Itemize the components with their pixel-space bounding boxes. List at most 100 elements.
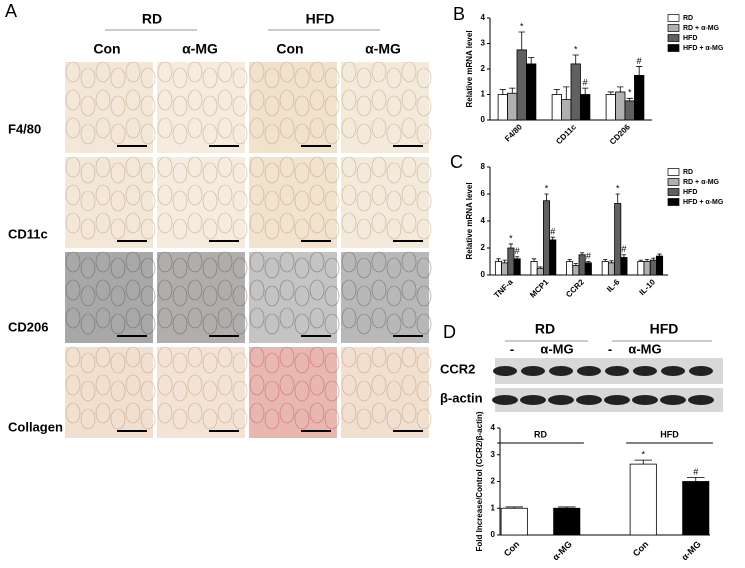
cell-outline xyxy=(172,95,188,117)
cell-outline xyxy=(95,307,111,329)
cell-outline xyxy=(371,117,387,139)
cell-outline xyxy=(65,184,81,206)
group-label: RD xyxy=(535,321,555,337)
group-label: RD xyxy=(142,11,162,27)
cell-outline xyxy=(140,380,156,402)
cell-outline xyxy=(217,307,233,329)
cell-outline xyxy=(172,380,188,402)
y-tick-label: 1 xyxy=(481,90,486,99)
cell-outline xyxy=(356,95,372,117)
band xyxy=(661,366,685,376)
cell-outline xyxy=(125,251,141,273)
legend-swatch xyxy=(667,198,680,206)
y-tick-label: 3 xyxy=(481,39,486,48)
cell-outline xyxy=(416,352,432,374)
y-tick-label: 4 xyxy=(481,13,486,22)
cell-outline xyxy=(371,402,387,424)
band xyxy=(689,366,713,376)
cell-outline xyxy=(157,279,173,301)
cell-outline xyxy=(65,307,81,329)
band-label: CCR2 xyxy=(440,361,475,376)
cell-outline xyxy=(264,67,280,89)
cell-outline xyxy=(125,61,141,83)
cell-outline xyxy=(356,67,372,89)
panel-label: D xyxy=(443,322,456,342)
cell-outline xyxy=(172,257,188,279)
error-bar xyxy=(508,243,513,248)
bar xyxy=(497,94,508,121)
cell-outline xyxy=(386,257,402,279)
cell-outline xyxy=(110,285,126,307)
band xyxy=(577,366,601,376)
cell-outline xyxy=(371,61,387,83)
cell-outline xyxy=(249,117,265,139)
cell-outline xyxy=(187,117,203,139)
cell-outline xyxy=(264,285,280,307)
cell-outline xyxy=(172,162,188,184)
cell-outline xyxy=(80,218,96,240)
cell-outline xyxy=(125,212,141,234)
error-bar xyxy=(617,86,624,92)
y-tick-label: 2 xyxy=(481,64,486,73)
error-bar xyxy=(496,258,501,262)
cell-outline xyxy=(416,162,432,184)
y-tick-label: 1 xyxy=(491,503,496,512)
significance: * xyxy=(520,21,524,31)
significance: * xyxy=(545,183,549,193)
legend-label: RD + α-MG xyxy=(683,179,720,186)
cell-outline xyxy=(279,212,295,234)
error-bar xyxy=(603,259,608,262)
band xyxy=(605,366,629,376)
cell-outline xyxy=(249,212,265,234)
x-tick-label: Con xyxy=(631,539,650,558)
cell-outline xyxy=(294,190,310,212)
cell-outline xyxy=(309,374,325,396)
cell-outline xyxy=(341,307,357,329)
cell-outline xyxy=(80,313,96,335)
bar xyxy=(624,100,635,121)
legend-label: RD + α-MG xyxy=(683,25,720,32)
bar xyxy=(516,49,527,121)
error-bar xyxy=(538,266,543,269)
cell-outline xyxy=(371,307,387,329)
cell-outline xyxy=(232,352,248,374)
bar xyxy=(584,262,592,276)
cell-outline xyxy=(125,346,141,368)
bar xyxy=(605,94,616,121)
legend-swatch xyxy=(667,188,680,196)
cell-outline xyxy=(309,89,325,111)
cell-outline xyxy=(232,257,248,279)
legend-label: HFD + α-MG xyxy=(683,199,724,206)
cell-outline xyxy=(371,212,387,234)
cell-outline xyxy=(341,184,357,206)
band xyxy=(660,395,686,405)
cell-outline xyxy=(232,285,248,307)
error-bar xyxy=(621,254,627,258)
cell-outline xyxy=(309,117,325,139)
cell-outline xyxy=(416,190,432,212)
cell-outline xyxy=(324,162,340,184)
cell-outline xyxy=(80,257,96,279)
cell-outline xyxy=(140,162,156,184)
cell-outline xyxy=(187,307,203,329)
cell-outline xyxy=(125,184,141,206)
cell-outline xyxy=(356,257,372,279)
cell-outline xyxy=(157,156,173,178)
cell-outline xyxy=(386,380,402,402)
cell-outline xyxy=(65,402,81,424)
cell-outline xyxy=(309,251,325,273)
cell-outline xyxy=(140,285,156,307)
legend-label: HFD xyxy=(683,35,697,42)
cell-outline xyxy=(341,61,357,83)
cell-outline xyxy=(386,218,402,240)
cell-outline xyxy=(341,402,357,424)
bar xyxy=(634,74,645,121)
cell-outline xyxy=(249,402,265,424)
cell-outline xyxy=(416,95,432,117)
cell-outline xyxy=(401,374,417,396)
cell-outline xyxy=(125,307,141,329)
cell-outline xyxy=(249,89,265,111)
cell-outline xyxy=(232,218,248,240)
cell-outline xyxy=(172,408,188,430)
cell-outline xyxy=(217,89,233,111)
